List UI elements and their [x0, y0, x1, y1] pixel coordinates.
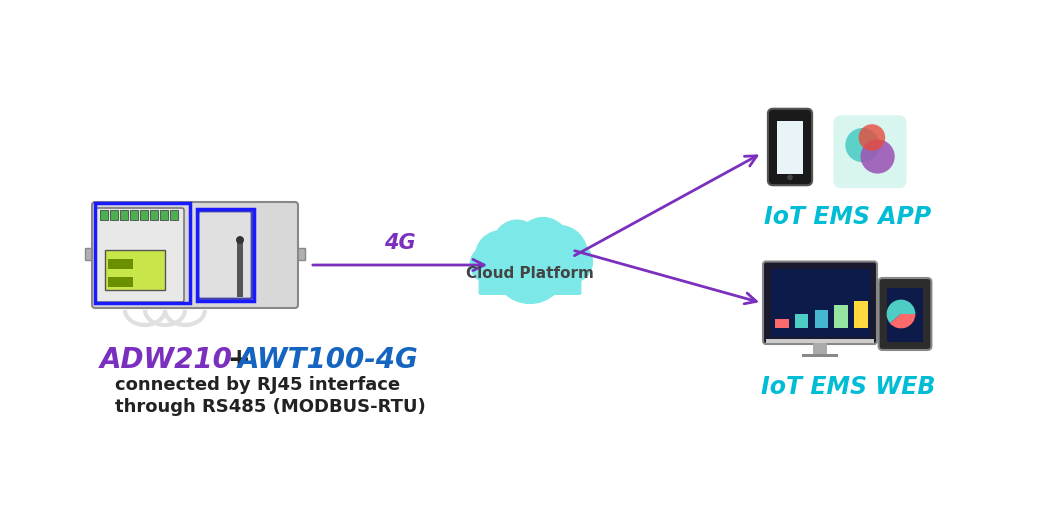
Bar — [85, 248, 305, 260]
Text: connected by RJ45 interface: connected by RJ45 interface — [114, 376, 400, 394]
Wedge shape — [886, 300, 916, 323]
Text: AWT100-4G: AWT100-4G — [238, 346, 419, 374]
Text: ADW210: ADW210 — [100, 346, 233, 374]
Circle shape — [859, 124, 885, 151]
FancyBboxPatch shape — [771, 269, 869, 337]
Text: Cloud Platform: Cloud Platform — [466, 266, 594, 280]
Bar — [160, 210, 167, 220]
Bar — [108, 277, 132, 287]
Text: 4G: 4G — [384, 233, 416, 253]
Text: IoT EMS WEB: IoT EMS WEB — [761, 375, 935, 399]
FancyBboxPatch shape — [763, 261, 877, 344]
Circle shape — [530, 225, 587, 282]
Bar — [237, 242, 243, 297]
Bar — [775, 319, 789, 328]
Bar — [795, 314, 809, 328]
Bar — [110, 210, 118, 220]
FancyBboxPatch shape — [198, 211, 252, 299]
FancyBboxPatch shape — [479, 255, 581, 295]
FancyBboxPatch shape — [886, 288, 923, 342]
Bar — [108, 259, 132, 269]
Circle shape — [236, 236, 244, 244]
Bar — [766, 339, 874, 343]
Circle shape — [494, 220, 541, 267]
FancyBboxPatch shape — [92, 202, 298, 308]
Bar — [802, 354, 838, 357]
Text: +: + — [218, 346, 261, 374]
Bar — [813, 340, 827, 354]
FancyBboxPatch shape — [777, 121, 803, 174]
Circle shape — [494, 230, 566, 303]
Bar — [834, 305, 848, 328]
FancyBboxPatch shape — [105, 250, 165, 290]
Bar — [854, 300, 868, 328]
Circle shape — [471, 246, 507, 282]
Bar — [814, 310, 828, 328]
FancyBboxPatch shape — [879, 278, 932, 350]
FancyBboxPatch shape — [833, 116, 906, 188]
Circle shape — [788, 174, 793, 180]
Circle shape — [861, 140, 895, 174]
Wedge shape — [890, 314, 916, 329]
Text: through RS485 (MODBUS-RTU): through RS485 (MODBUS-RTU) — [114, 398, 426, 416]
Bar — [120, 210, 128, 220]
FancyBboxPatch shape — [95, 208, 184, 302]
Circle shape — [475, 230, 528, 282]
Circle shape — [517, 217, 569, 270]
Bar — [100, 210, 108, 220]
Bar — [130, 210, 138, 220]
Circle shape — [551, 241, 593, 282]
FancyBboxPatch shape — [767, 109, 812, 185]
Bar — [140, 210, 148, 220]
Text: IoT EMS APP: IoT EMS APP — [764, 205, 932, 229]
Bar — [151, 210, 158, 220]
Bar — [170, 210, 178, 220]
Circle shape — [845, 128, 880, 162]
